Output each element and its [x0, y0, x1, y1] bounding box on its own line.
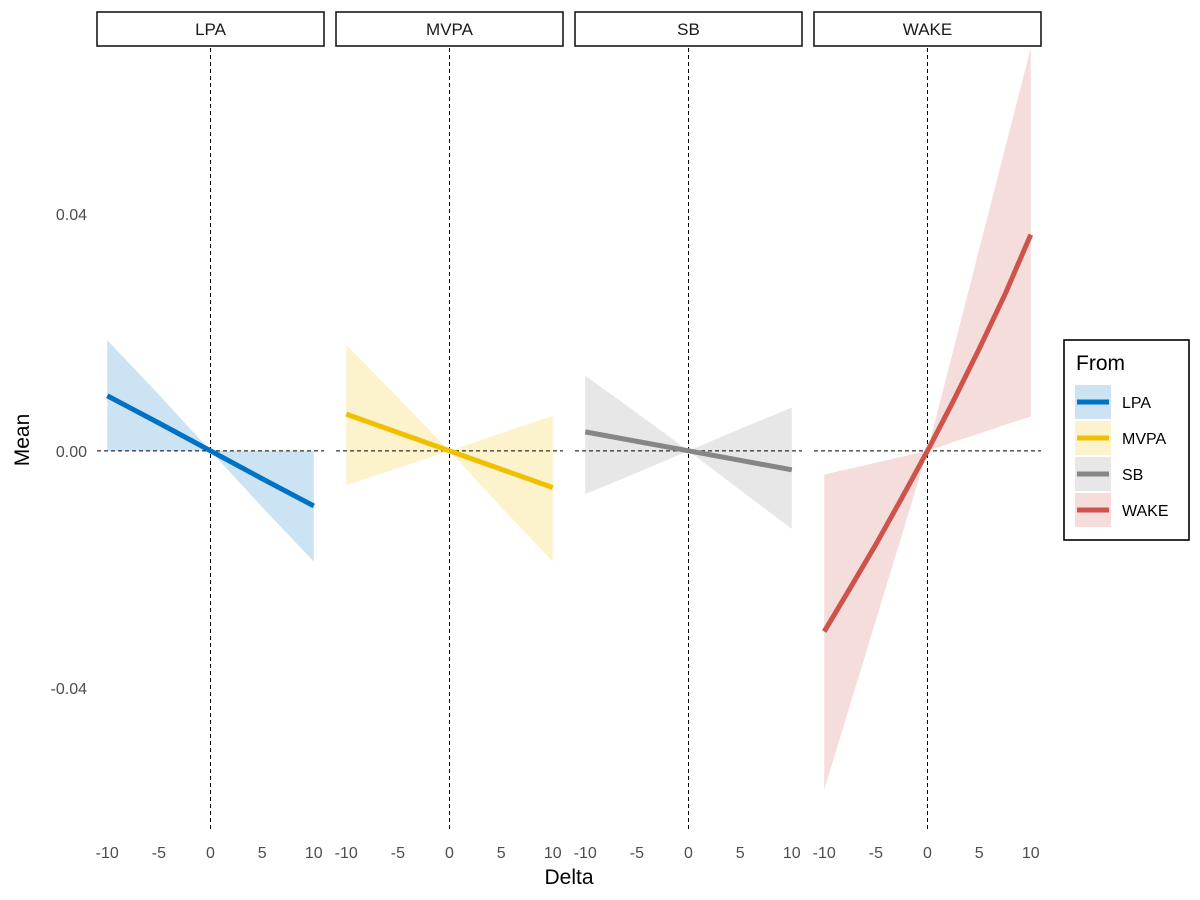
legend-item-mvpa: MVPA [1075, 421, 1166, 455]
x-tick-label: 5 [975, 845, 984, 862]
x-tick-label: 5 [258, 845, 267, 862]
x-tick-label: 0 [206, 845, 215, 862]
y-tick-label: 0.00 [56, 444, 87, 461]
x-tick-label: 0 [445, 845, 454, 862]
x-tick-label: -5 [391, 845, 405, 862]
legend-item-wake: WAKE [1075, 493, 1169, 527]
x-tick-label: 10 [305, 845, 323, 862]
strip-box-mvpa [335, 11, 564, 47]
x-tick-label: -10 [813, 845, 836, 862]
x-tick-label: 10 [1022, 845, 1040, 862]
x-tick-label: 0 [684, 845, 693, 862]
legend-label-wake: WAKE [1122, 503, 1169, 520]
x-tick-label: 10 [544, 845, 562, 862]
x-tick-label: -5 [152, 845, 166, 862]
x-tick-label: 10 [783, 845, 801, 862]
legend-item-lpa: LPA [1075, 385, 1151, 419]
y-tick-label: 0.04 [56, 207, 87, 224]
x-tick-label: 5 [736, 845, 745, 862]
legend-item-sb: SB [1075, 457, 1143, 491]
x-tick-label: 0 [923, 845, 932, 862]
strip-box-sb [574, 11, 803, 47]
y-axis-title: Mean [11, 414, 34, 467]
strip-label-sb: SB [677, 20, 700, 39]
strip-label-wake: WAKE [903, 20, 952, 39]
facet-wake: WAKE -10 -5 0 5 10 [813, 11, 1042, 862]
series-line-wake [822, 233, 1034, 633]
legend-label-sb: SB [1122, 467, 1143, 484]
legend-label-lpa: LPA [1122, 395, 1151, 412]
x-tick-label: -10 [574, 845, 597, 862]
x-tick-label: 5 [497, 845, 506, 862]
ribbon-mvpa [346, 344, 553, 562]
ribbon-sb [585, 375, 792, 530]
x-tick-label: -10 [335, 845, 358, 862]
strip-label-mvpa: MVPA [426, 20, 474, 39]
facet-mvpa: MVPA -10 -5 0 5 10 [335, 11, 564, 862]
ribbon-wake [824, 48, 1031, 790]
strip-box-wake [813, 11, 1042, 47]
series-line-mvpa [345, 411, 554, 490]
y-tick-label: -0.04 [51, 681, 88, 698]
x-tick-label: -5 [630, 845, 644, 862]
facet-sb: SB -10 -5 0 5 10 [574, 11, 803, 862]
legend-label-mvpa: MVPA [1122, 431, 1166, 448]
facet-lpa: LPA -10 -5 0 5 10 [96, 11, 325, 862]
legend-title: From [1076, 352, 1125, 375]
series-line-sb [584, 429, 793, 473]
x-tick-label: -5 [869, 845, 883, 862]
strip-box-lpa [96, 11, 325, 47]
series-line-lpa [106, 393, 315, 509]
x-tick-label: -10 [96, 845, 119, 862]
x-axis-title: Delta [544, 866, 593, 889]
strip-label-lpa: LPA [195, 20, 227, 39]
